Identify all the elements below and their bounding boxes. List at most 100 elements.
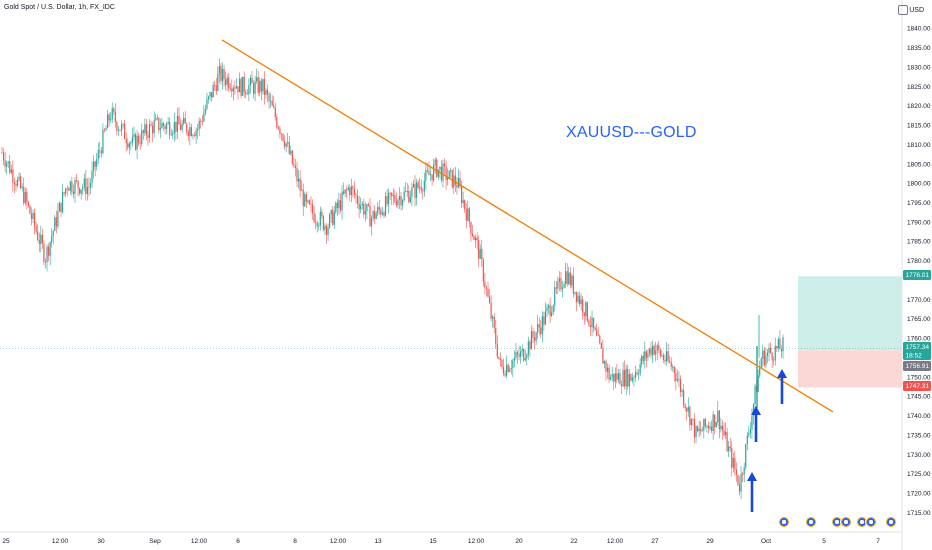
candle-body	[411, 187, 413, 198]
currency-unit-label[interactable]: USD	[898, 5, 924, 15]
candle-body	[187, 132, 189, 137]
candle-body	[490, 302, 492, 319]
candle-body	[99, 150, 101, 151]
candle-body	[77, 180, 79, 189]
economic-event-icon[interactable]	[806, 517, 816, 527]
economic-event-icon[interactable]	[779, 517, 789, 527]
up-arrow-icon[interactable]	[747, 472, 757, 481]
candle-body	[611, 373, 613, 378]
trendline[interactable]	[221, 39, 834, 413]
candle-body	[321, 211, 323, 216]
candle-body	[752, 404, 755, 416]
candle-body	[350, 186, 352, 196]
time-tick-label: 29	[706, 538, 714, 545]
price-tick-label: 1825.00	[907, 84, 931, 91]
candle-body	[557, 281, 559, 289]
candle-body	[315, 221, 317, 223]
price-tick-label: 1795.00	[907, 200, 931, 207]
candle-body	[502, 366, 505, 374]
candle-body	[468, 208, 470, 222]
candle-body	[66, 188, 68, 190]
candle-body	[417, 182, 419, 188]
candle-body	[356, 195, 359, 204]
candle-body	[506, 364, 508, 376]
candle-body	[228, 77, 230, 88]
candle-body	[20, 176, 22, 189]
candle-body	[414, 184, 416, 198]
candle-body	[44, 261, 47, 263]
economic-event-icon[interactable]	[857, 517, 867, 527]
candle-body	[360, 205, 362, 210]
price-tick-label: 1840.00	[907, 26, 931, 33]
candle-body	[142, 130, 144, 134]
candle-body	[355, 194, 357, 196]
candle-body	[342, 191, 345, 194]
time-tick-label: 12:00	[330, 538, 347, 545]
candle-body	[125, 139, 127, 144]
candle-body	[12, 169, 14, 183]
candle-body	[183, 117, 185, 124]
candle-body	[405, 191, 407, 193]
candle-body	[381, 212, 384, 215]
candle-body	[496, 343, 498, 357]
candle-body	[145, 124, 147, 136]
price-tick-label: 1735.00	[907, 432, 931, 439]
economic-event-icon[interactable]	[866, 517, 876, 527]
candle-body	[571, 275, 573, 286]
candle-body	[172, 133, 174, 135]
last-price-badge-bg	[903, 342, 931, 360]
candle-body	[40, 234, 42, 244]
candle-body	[395, 200, 397, 206]
candle-body	[375, 213, 377, 219]
candle-body	[714, 414, 716, 428]
candle-body	[108, 114, 110, 121]
stop-price-badge[interactable]: 1747.31	[903, 381, 931, 391]
candle-body	[516, 352, 519, 355]
candle-body	[349, 187, 351, 196]
target-price-badge[interactable]: 1776.01	[903, 270, 931, 280]
candle-body	[240, 78, 242, 96]
candle-body	[68, 188, 70, 191]
candle-body	[366, 204, 368, 211]
candle-body	[568, 272, 570, 284]
time-tick-label: 12:00	[468, 538, 485, 545]
candle-body	[773, 359, 775, 361]
stop-zone[interactable]	[798, 350, 902, 388]
candle-body	[613, 373, 615, 382]
candle-body	[266, 89, 269, 95]
candle-body	[243, 76, 245, 92]
candle-body	[86, 186, 88, 195]
entry-price-badge-text: 1756.91	[906, 363, 930, 370]
candle-body	[119, 129, 121, 131]
economic-event-icon[interactable]	[832, 517, 842, 527]
candle-body	[610, 377, 612, 380]
last-price-badge-text: 18:52	[906, 353, 923, 360]
candle-body	[234, 87, 236, 89]
candle-body	[495, 327, 497, 344]
candle-body	[1, 152, 3, 154]
candle-body	[148, 124, 151, 138]
time-tick-label: 5	[822, 538, 826, 545]
candle-body	[669, 360, 671, 363]
last-price-badge[interactable]: 1757.34 18:52	[903, 342, 931, 360]
candle-body	[620, 384, 623, 387]
candle-body	[271, 100, 273, 106]
candle-body	[759, 367, 761, 376]
economic-event-icon[interactable]	[841, 517, 851, 527]
economic-event-icon[interactable]	[886, 517, 896, 527]
up-arrow-icon[interactable]	[751, 406, 761, 415]
candle-body	[589, 325, 592, 328]
candle-body	[352, 186, 354, 189]
entry-price-badge[interactable]: 1756.91	[903, 361, 931, 371]
candle-body	[198, 120, 200, 129]
candle-body	[167, 122, 169, 124]
candle-body	[316, 222, 318, 227]
candle-body	[471, 233, 474, 237]
price-tick-label: 1785.00	[907, 239, 931, 246]
up-arrow-icon[interactable]	[777, 369, 787, 378]
candle-body	[152, 125, 154, 134]
candle-body	[465, 208, 467, 221]
target-zone[interactable]	[798, 276, 902, 351]
candle-body	[513, 357, 515, 361]
